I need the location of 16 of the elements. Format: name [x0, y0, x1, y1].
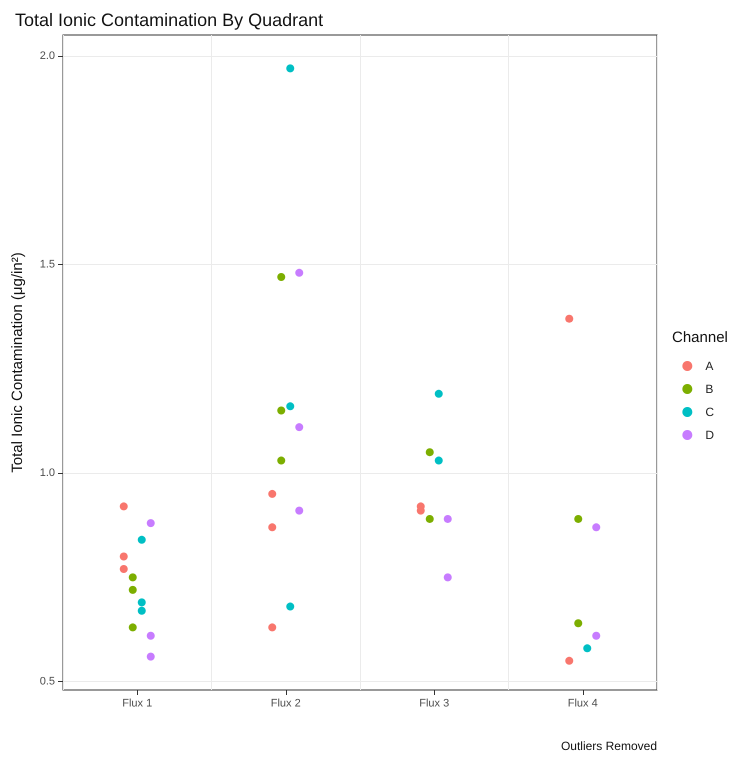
- x-tick-label: Flux 4: [568, 698, 598, 710]
- legend-label: B: [705, 382, 714, 396]
- legend-label: A: [705, 359, 714, 373]
- y-tick-label: 1.5: [40, 258, 55, 270]
- y-tick-label: 0.5: [40, 676, 55, 688]
- x-tick-label: Flux 1: [122, 698, 152, 710]
- legend-label: C: [705, 405, 714, 419]
- y-axis-title: Total Ionic Contamination (μg/in²): [9, 252, 26, 473]
- y-tick-label: 1.0: [40, 467, 55, 480]
- chart-title: Total Ionic Contamination By Quadrant: [15, 10, 324, 30]
- text: Outliers Removed: [560, 739, 658, 753]
- x-tick-label: Flux 3: [419, 698, 450, 710]
- legend-label: D: [705, 428, 714, 442]
- y-tick-label: 2.0: [40, 50, 55, 62]
- legend-title: Channel: [672, 329, 728, 346]
- x-tick-label: Flux 2: [270, 698, 301, 710]
